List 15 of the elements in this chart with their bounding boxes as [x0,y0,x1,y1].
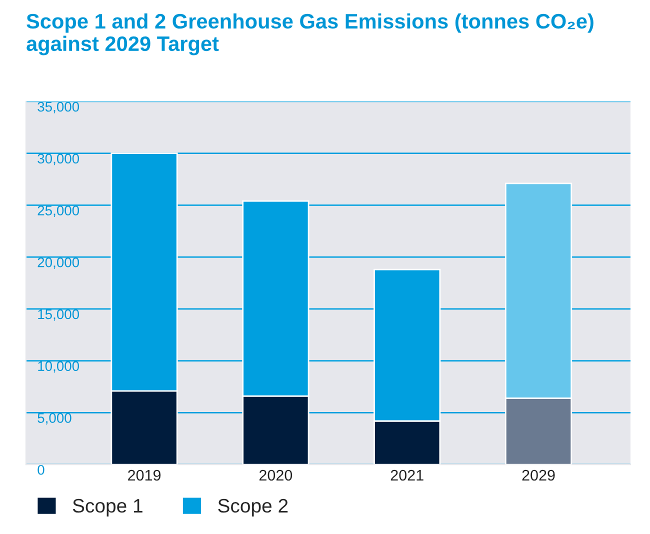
y-tick-label: 25,000 [38,206,80,218]
y-tick-label: 35,000 [38,102,80,114]
x-tick-label: 2029 [522,470,555,481]
x-tick-label: 2021 [390,470,424,481]
x-tick-label: 2020 [259,470,292,481]
y-tick-label: 20,000 [38,257,80,269]
legend-label: Scope 2 [218,498,288,516]
y-tick-label: 30,000 [38,154,80,166]
y-tick-label: 5,000 [38,413,72,425]
legend-label: Scope 1 [72,498,142,516]
x-tick-label: 2019 [128,470,161,481]
y-tick-label: 0 [38,464,44,475]
chart-title: Scope 1 and 2 Greenhouse Gas Emissions (tonnes CO₂e) against 2029 Target [26,13,594,56]
y-tick-label: 10,000 [38,361,80,373]
y-tick-label: 15,000 [38,309,80,321]
